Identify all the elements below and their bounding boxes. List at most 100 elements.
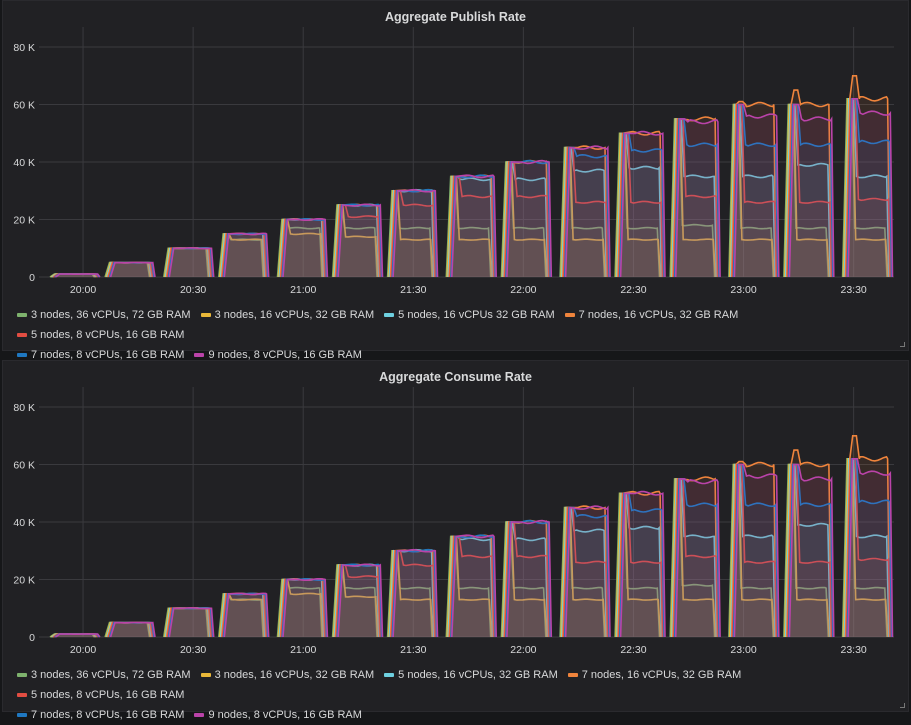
legend-item[interactable]: 3 nodes, 16 vCPUs, 32 GB RAM (200, 665, 375, 685)
series-line (845, 98, 892, 278)
series-area (505, 160, 551, 277)
series-area (843, 458, 888, 637)
series-line (392, 188, 439, 278)
series-line (671, 118, 718, 278)
series-line (731, 463, 778, 638)
legend-item[interactable]: 7 nodes, 8 vCPUs, 16 GB RAM (17, 345, 184, 365)
series-line (335, 564, 382, 638)
series-line (109, 621, 156, 638)
series-line (619, 490, 666, 638)
series-area (221, 593, 266, 637)
series-area (446, 536, 491, 637)
legend-label: 9 nodes, 8 vCPUs, 16 GB RAM (208, 349, 362, 361)
legend-item[interactable]: 9 nodes, 8 vCPUs, 16 GB RAM (194, 345, 362, 365)
series-area (501, 522, 546, 637)
series-area (671, 478, 716, 637)
series-6 (55, 98, 894, 278)
series-line (670, 118, 717, 278)
series-5 (54, 98, 893, 278)
series-line (842, 458, 889, 638)
series-area (673, 478, 719, 637)
series-area (732, 464, 777, 637)
legend-item[interactable]: 7 nodes, 8 vCPUs, 16 GB RAM (17, 705, 184, 725)
series-line (222, 592, 269, 638)
series-line (222, 232, 269, 278)
series-area (674, 478, 720, 637)
series-area (109, 622, 154, 637)
legend-item[interactable]: 5 nodes, 16 vCPUs, 32 GB RAM (384, 665, 558, 685)
series-line (390, 550, 437, 638)
series-area (333, 205, 378, 277)
legend-item[interactable]: 5 nodes, 16 vCPUs 32 GB RAM (384, 305, 555, 325)
legend-item[interactable]: 3 nodes, 16 vCPUs, 32 GB RAM (200, 305, 374, 325)
resize-handle[interactable] (900, 342, 905, 347)
legend-swatch-icon (17, 673, 27, 678)
series-area (788, 104, 833, 277)
series-line (618, 492, 664, 638)
legend-label: 7 nodes, 8 vCPUs, 16 GB RAM (31, 349, 185, 361)
series-line (674, 478, 721, 638)
legend-item[interactable]: 5 nodes, 8 vCPUs, 16 GB RAM (17, 325, 184, 345)
series-area (221, 233, 266, 277)
series-area (446, 176, 491, 277)
series-area (563, 507, 609, 637)
legend-label: 5 nodes, 16 vCPUs, 32 GB RAM (398, 669, 558, 681)
series-area (336, 205, 381, 277)
series-line (785, 449, 832, 638)
series-area (335, 564, 380, 637)
series-line (730, 100, 777, 278)
series-area (506, 520, 552, 637)
legend-label: 5 nodes, 16 vCPUs 32 GB RAM (398, 309, 555, 321)
series-line (673, 118, 719, 278)
series-area (166, 607, 211, 637)
series-line (733, 463, 780, 638)
legend-item[interactable]: 3 nodes, 36 vCPUs, 72 GB RAM (17, 305, 191, 325)
series-area (733, 464, 778, 637)
legend-label: 3 nodes, 16 vCPUs, 32 GB RAM (214, 669, 375, 681)
series-area (846, 458, 891, 637)
series-area (842, 98, 887, 277)
panel-title[interactable]: Aggregate Consume Rate (379, 370, 532, 384)
series-area (219, 233, 265, 277)
series-1 (50, 458, 889, 638)
series-line (842, 98, 889, 278)
series-line (282, 577, 329, 638)
resize-handle[interactable] (900, 703, 905, 708)
legend-item[interactable]: 7 nodes, 16 vCPUs, 32 GB RAM (564, 305, 738, 325)
series-line (843, 458, 890, 638)
x-tick-label: 23:00 (730, 644, 756, 656)
series-line (561, 146, 608, 278)
legend-swatch-icon (567, 673, 578, 678)
panel-title[interactable]: Aggregate Publish Rate (385, 10, 526, 24)
series-area (336, 565, 381, 637)
series-area (675, 478, 721, 637)
series-area (501, 162, 546, 277)
series-line (449, 175, 496, 278)
x-tick-label: 23:00 (730, 284, 756, 296)
series-area (166, 247, 211, 277)
series-area (564, 507, 610, 637)
series-line (168, 607, 215, 638)
series-area (388, 550, 433, 637)
series-area (448, 536, 493, 637)
legend-item[interactable]: 3 nodes, 36 vCPUs, 72 GB RAM (17, 665, 191, 685)
series-line (618, 492, 665, 638)
series-line (672, 116, 719, 278)
series-area (729, 464, 775, 637)
legend-item[interactable]: 9 nodes, 8 vCPUs, 16 GB RAM (194, 705, 362, 725)
series-area (169, 247, 214, 277)
legend-swatch-icon (17, 313, 27, 318)
series-area (783, 104, 829, 277)
series-area (163, 607, 209, 637)
series-line (501, 521, 548, 638)
series-area (223, 233, 268, 277)
series-line (731, 103, 778, 278)
legend-item[interactable]: 7 nodes, 16 vCPUs, 32 GB RAM (567, 665, 742, 685)
series-area (282, 578, 327, 637)
series-area (670, 478, 715, 637)
legend-item[interactable]: 5 nodes, 8 vCPUs, 16 GB RAM (17, 685, 184, 705)
series-area (110, 622, 155, 637)
series-area (279, 218, 324, 277)
legend-label: 7 nodes, 16 vCPUs, 32 GB RAM (581, 669, 742, 681)
legend-swatch-icon (200, 673, 211, 678)
